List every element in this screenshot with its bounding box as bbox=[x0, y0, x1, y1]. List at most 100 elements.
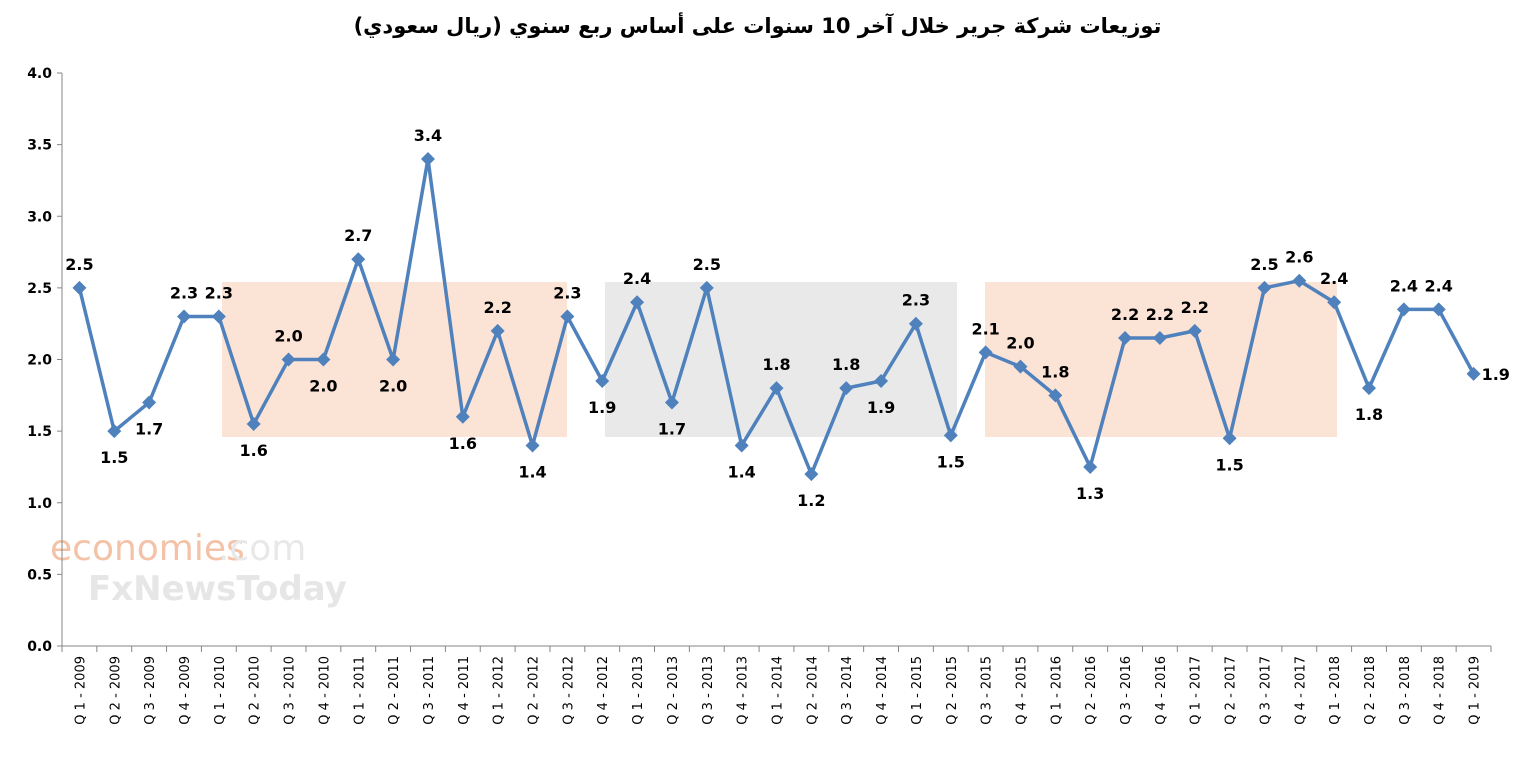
data-point-marker bbox=[72, 280, 87, 295]
x-tick-label: Q 3 - 2015 bbox=[980, 656, 995, 725]
data-labels: 2.5 1.5 1.7 2.3 2.3 1.6 2.0 2.0 2.7 2.0 3.4 1.6 2.2 1… bbox=[65, 126, 1510, 510]
data-point-marker bbox=[1083, 459, 1098, 474]
data-point-marker bbox=[595, 373, 610, 388]
data-point-marker bbox=[1327, 295, 1342, 310]
data-point-marker bbox=[1431, 302, 1446, 317]
data-label: 1.5 bbox=[1215, 455, 1243, 474]
y-tick-label: 0.5 bbox=[27, 567, 52, 583]
x-tick-label: Q 3 - 2011 bbox=[422, 656, 437, 725]
y-tick-label: 0.0 bbox=[27, 639, 52, 655]
data-point-marker bbox=[1048, 388, 1063, 403]
x-tick-label: Q 1 - 2015 bbox=[910, 656, 925, 725]
x-tick-label: Q 2 - 2017 bbox=[1224, 656, 1239, 725]
x-tick-label: Q 2 - 2014 bbox=[805, 656, 820, 725]
data-point-marker bbox=[769, 381, 784, 396]
y-tick-label: 3.0 bbox=[27, 209, 52, 225]
x-tick-label: Q 3 - 2018 bbox=[1398, 656, 1413, 725]
data-point-marker bbox=[211, 309, 226, 324]
data-label: 2.2 bbox=[1146, 305, 1174, 324]
data-label: 1.6 bbox=[240, 441, 268, 460]
data-label: 1.4 bbox=[727, 462, 755, 481]
data-point-marker bbox=[386, 352, 401, 367]
data-point-marker bbox=[142, 395, 157, 410]
data-point-marker bbox=[420, 151, 435, 166]
data-point-marker bbox=[1222, 431, 1237, 446]
x-tick-label: Q 4 - 2018 bbox=[1433, 656, 1448, 725]
data-label: 1.9 bbox=[867, 398, 895, 417]
data-point-marker bbox=[281, 352, 296, 367]
x-tick-label: Q 3 - 2012 bbox=[561, 656, 576, 725]
data-point-marker bbox=[525, 438, 540, 453]
data-label: 1.9 bbox=[588, 398, 616, 417]
data-label: 1.7 bbox=[658, 419, 686, 438]
data-label: 2.7 bbox=[344, 226, 372, 245]
x-tick-label: Q 2 - 2012 bbox=[527, 656, 542, 725]
watermark-sub: FxNewsToday bbox=[88, 569, 347, 609]
x-tick-label: Q 1 - 2009 bbox=[73, 656, 88, 725]
data-label: 2.6 bbox=[1285, 248, 1313, 267]
data-point-marker bbox=[699, 280, 714, 295]
x-tick-label: Q 3 - 2013 bbox=[701, 656, 716, 725]
data-point-marker bbox=[1152, 331, 1167, 346]
x-tick-label: Q 4 - 2012 bbox=[596, 656, 611, 725]
data-point-marker bbox=[455, 409, 470, 424]
x-tick-label: Q 2 - 2016 bbox=[1084, 656, 1099, 725]
data-point-marker bbox=[839, 381, 854, 396]
x-tick-label: Q 4 - 2014 bbox=[875, 656, 890, 725]
data-label: 1.2 bbox=[797, 491, 825, 510]
data-point-marker bbox=[664, 395, 679, 410]
data-label: 1.8 bbox=[1041, 362, 1069, 381]
data-label: 1.9 bbox=[1482, 365, 1510, 384]
data-label: 2.4 bbox=[1390, 276, 1418, 295]
watermark-suffix: .com bbox=[218, 528, 306, 569]
data-label: 2.4 bbox=[623, 269, 651, 288]
data-label: 2.1 bbox=[971, 319, 999, 338]
data-label: 1.7 bbox=[135, 419, 163, 438]
data-label: 1.6 bbox=[449, 434, 477, 453]
y-tick-label: 1.5 bbox=[27, 424, 52, 440]
data-point-marker bbox=[734, 438, 749, 453]
y-tick-label: 2.5 bbox=[27, 281, 52, 297]
data-label: 2.2 bbox=[1181, 298, 1209, 317]
x-tick-label: Q 1 - 2011 bbox=[352, 656, 367, 725]
x-tick-label: Q 1 - 2012 bbox=[492, 656, 507, 725]
background-watermark bbox=[222, 282, 1337, 437]
data-label: 2.3 bbox=[902, 291, 930, 310]
data-point-marker bbox=[1118, 331, 1133, 346]
x-tick-label: Q 3 - 2014 bbox=[840, 656, 855, 725]
data-point-marker bbox=[107, 424, 122, 439]
data-point-marker bbox=[1187, 323, 1202, 338]
x-tick-label: Q 4 - 2015 bbox=[1014, 656, 1029, 725]
data-label: 2.2 bbox=[483, 298, 511, 317]
series-line bbox=[72, 151, 1481, 482]
x-tick-label: Q 2 - 2018 bbox=[1363, 656, 1378, 725]
data-point-marker bbox=[1396, 302, 1411, 317]
data-point-marker bbox=[943, 428, 958, 443]
x-tick-label: Q 2 - 2011 bbox=[387, 656, 402, 725]
data-label: 2.5 bbox=[65, 255, 93, 274]
data-label: 2.0 bbox=[274, 327, 302, 346]
data-label: 2.3 bbox=[170, 284, 198, 303]
x-tick-label: Q 1 - 2016 bbox=[1049, 656, 1064, 725]
x-tick-label: Q 4 - 2017 bbox=[1293, 656, 1308, 725]
data-point-marker bbox=[246, 416, 261, 431]
data-label: 1.8 bbox=[762, 355, 790, 374]
data-point-marker bbox=[490, 323, 505, 338]
data-label: 2.0 bbox=[309, 377, 337, 396]
data-label: 1.3 bbox=[1076, 484, 1104, 503]
x-tick-label: Q 1 - 2010 bbox=[213, 656, 228, 725]
y-axis-ticks: 0.0 0.5 1.0 1.5 2.0 2.5 3.0 3.5 4.0 bbox=[27, 66, 62, 655]
data-label: 2.3 bbox=[553, 284, 581, 303]
data-label: 2.3 bbox=[205, 284, 233, 303]
x-tick-label: Q 4 - 2011 bbox=[457, 656, 472, 725]
data-point-marker bbox=[316, 352, 331, 367]
x-tick-label: Q 1 - 2013 bbox=[631, 656, 646, 725]
data-label: 1.4 bbox=[518, 462, 546, 481]
x-tick-label: Q 3 - 2017 bbox=[1258, 656, 1273, 725]
data-label: 1.5 bbox=[937, 452, 965, 471]
x-tick-label: Q 4 - 2013 bbox=[736, 656, 751, 725]
watermark-logo: economies .com FxNewsToday bbox=[50, 528, 347, 609]
x-tick-label: Q 1 - 2018 bbox=[1328, 656, 1343, 725]
data-point-marker bbox=[804, 467, 819, 482]
